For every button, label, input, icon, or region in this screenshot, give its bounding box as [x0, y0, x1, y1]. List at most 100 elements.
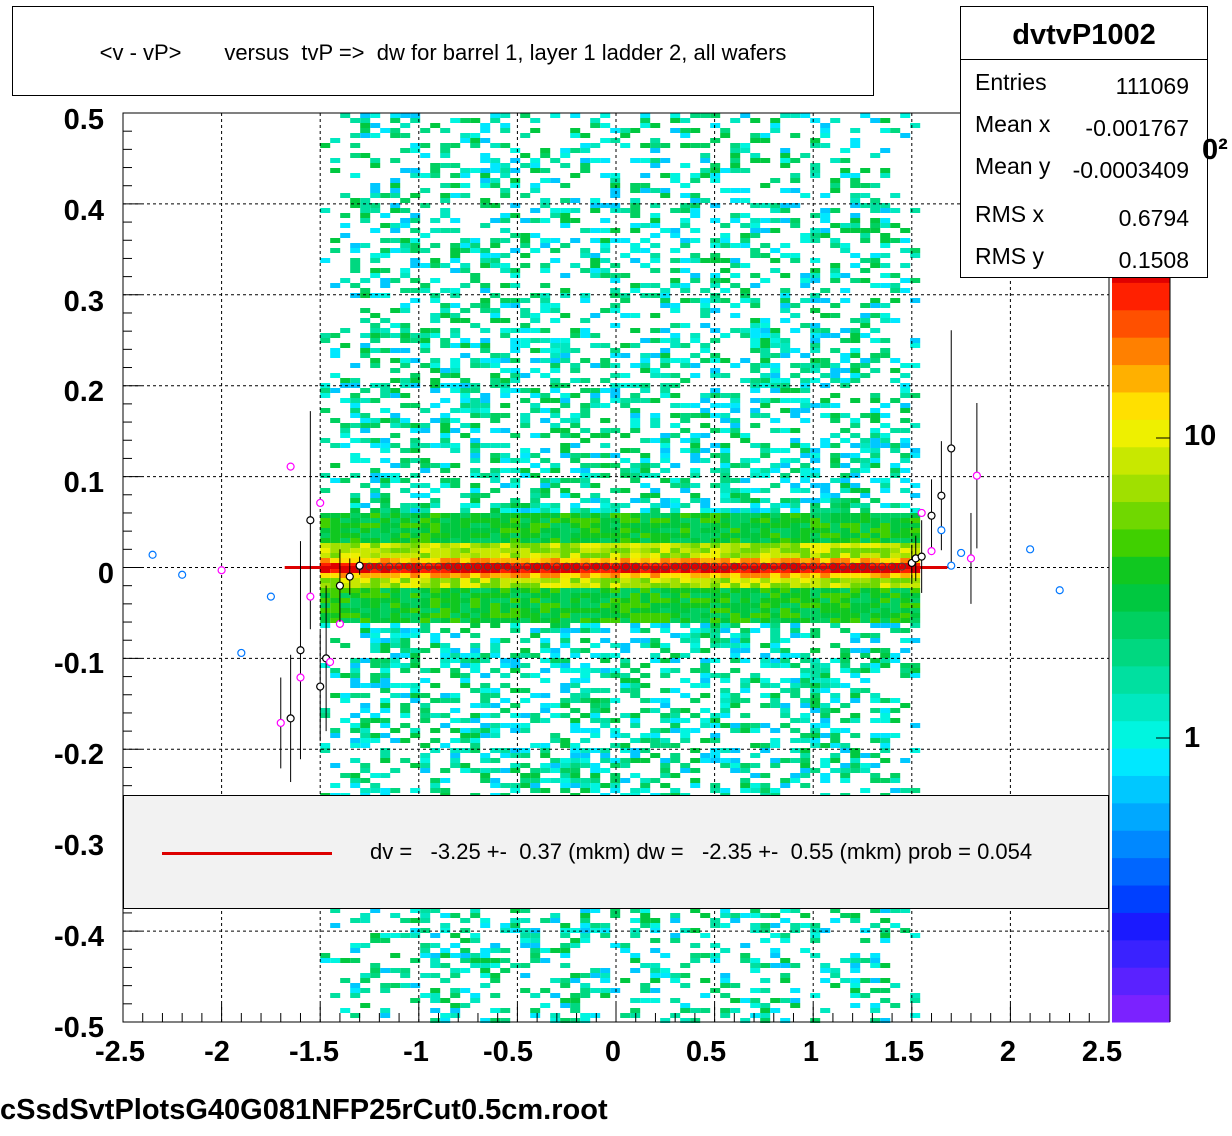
- histogram-cell: [490, 203, 501, 208]
- histogram-cell: [400, 648, 411, 653]
- histogram-cell: [370, 228, 381, 233]
- histogram-cell: [320, 583, 331, 588]
- histogram-cell: [410, 118, 421, 123]
- histogram-cell: [810, 448, 821, 453]
- histogram-cell: [440, 483, 451, 488]
- histogram-cell: [650, 598, 661, 603]
- histogram-cell: [410, 658, 421, 663]
- histogram-cell: [420, 513, 431, 518]
- histogram-cell: [520, 338, 531, 343]
- histogram-cell: [320, 408, 331, 413]
- histogram-cell: [900, 638, 911, 643]
- histogram-cell: [400, 458, 411, 463]
- histogram-cell: [660, 953, 671, 958]
- histogram-cell: [450, 1008, 461, 1013]
- histogram-cell: [550, 588, 561, 593]
- histogram-cell: [810, 308, 821, 313]
- histogram-cell: [530, 933, 541, 938]
- histogram-cell: [820, 133, 831, 138]
- histogram-cell: [490, 963, 501, 968]
- histogram-cell: [700, 933, 711, 938]
- histogram-cell: [550, 363, 561, 368]
- histogram-cell: [590, 733, 601, 738]
- histogram-cell: [470, 958, 481, 963]
- histogram-cell: [440, 423, 451, 428]
- histogram-cell: [460, 613, 471, 618]
- histogram-cell: [320, 393, 331, 398]
- histogram-cell: [850, 213, 861, 218]
- histogram-cell: [390, 593, 401, 598]
- histogram-cell: [540, 558, 551, 563]
- histogram-cell: [600, 548, 611, 553]
- histogram-cell: [480, 363, 491, 368]
- histogram-cell: [580, 158, 591, 163]
- histogram-cell: [460, 663, 471, 668]
- histogram-cell: [630, 968, 641, 973]
- histogram-cell: [690, 528, 701, 533]
- histogram-cell: [790, 683, 801, 688]
- histogram-cell: [780, 583, 791, 588]
- histogram-cell: [870, 563, 881, 568]
- histogram-cell: [390, 658, 401, 663]
- histogram-cell: [780, 658, 791, 663]
- histogram-cell: [480, 608, 491, 613]
- histogram-cell: [520, 943, 531, 948]
- histogram-cell: [670, 578, 681, 583]
- histogram-cell: [340, 528, 351, 533]
- histogram-cell: [870, 453, 881, 458]
- histogram-cell: [670, 933, 681, 938]
- histogram-cell: [720, 608, 731, 613]
- histogram-cell: [720, 333, 731, 338]
- histogram-cell: [470, 688, 481, 693]
- histogram-cell: [660, 628, 671, 633]
- histogram-cell: [790, 718, 801, 723]
- histogram-cell: [890, 273, 901, 278]
- histogram-cell: [350, 393, 361, 398]
- histogram-cell: [670, 278, 681, 283]
- histogram-cell: [600, 258, 611, 263]
- histogram-cell: [790, 618, 801, 623]
- histogram-cell: [440, 418, 451, 423]
- histogram-cell: [740, 238, 751, 243]
- histogram-cell: [450, 558, 461, 563]
- histogram-cell: [430, 963, 441, 968]
- histogram-cell: [900, 543, 911, 548]
- histogram-cell: [900, 588, 911, 593]
- histogram-cell: [360, 203, 371, 208]
- histogram-cell: [760, 353, 771, 358]
- histogram-cell: [810, 213, 821, 218]
- histogram-cell: [570, 668, 581, 673]
- histogram-cell: [430, 298, 441, 303]
- histogram-cell: [590, 698, 601, 703]
- histogram-cell: [490, 723, 501, 728]
- histogram-cell: [480, 138, 491, 143]
- histogram-cell: [810, 923, 821, 928]
- histogram-cell: [680, 538, 691, 543]
- histogram-cell: [360, 388, 371, 393]
- histogram-cell: [840, 353, 851, 358]
- histogram-cell: [510, 783, 521, 788]
- histogram-cell: [370, 773, 381, 778]
- histogram-cell: [730, 463, 741, 468]
- histogram-cell: [760, 748, 771, 753]
- histogram-cell: [760, 723, 771, 728]
- histogram-cell: [790, 113, 801, 118]
- histogram-cell: [560, 348, 571, 353]
- histogram-cell: [670, 498, 681, 503]
- histogram-cell: [710, 298, 721, 303]
- histogram-cell: [820, 713, 831, 718]
- histogram-cell: [690, 438, 701, 443]
- histogram-cell: [750, 218, 761, 223]
- histogram-cell: [430, 973, 441, 978]
- histogram-cell: [760, 1003, 771, 1008]
- histogram-cell: [670, 268, 681, 273]
- histogram-cell: [870, 633, 881, 638]
- histogram-cell: [570, 743, 581, 748]
- histogram-cell: [520, 613, 531, 618]
- histogram-cell: [360, 588, 371, 593]
- histogram-cell: [480, 308, 491, 313]
- histogram-cell: [810, 723, 821, 728]
- histogram-cell: [570, 708, 581, 713]
- histogram-cell: [780, 158, 791, 163]
- histogram-cell: [740, 613, 751, 618]
